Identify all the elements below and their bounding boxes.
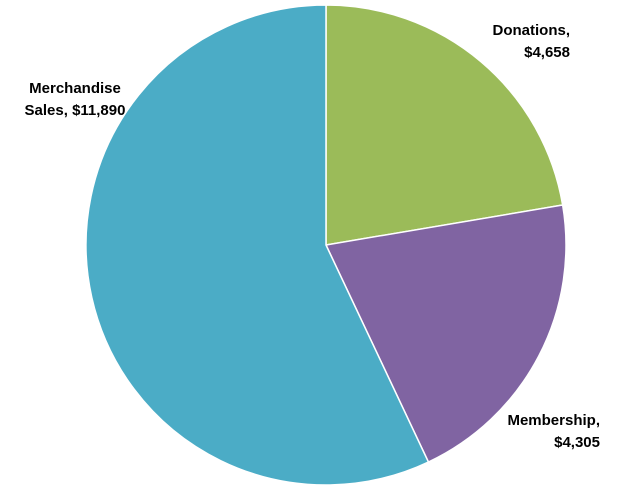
data-label-merchandise-sales: Merchandise Sales, $11,890 bbox=[25, 80, 126, 119]
pie-slice-merchandise-sales bbox=[85, 4, 430, 486]
data-label-membership: Membership, $4,305 bbox=[507, 412, 600, 451]
data-label-donations: Donations, $4,658 bbox=[493, 22, 571, 61]
pie-slice-membership bbox=[324, 204, 567, 464]
pie-slices bbox=[85, 4, 567, 486]
data-labels: Donations, $4,658 Membership, $4,305 Merchan… bbox=[25, 22, 600, 451]
pie-slice-donations bbox=[325, 4, 564, 246]
